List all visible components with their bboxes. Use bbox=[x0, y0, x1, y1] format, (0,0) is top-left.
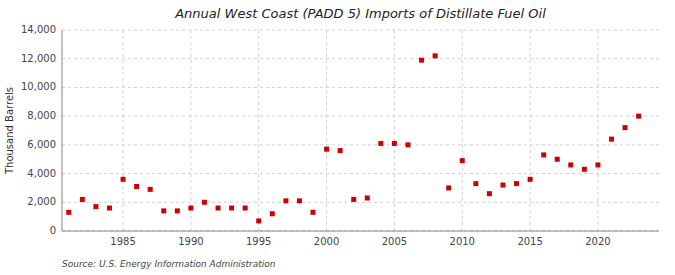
chart: 0 2,000 4,000 6,000 8,000 10,000 12,000 14,000 1… bbox=[0, 0, 675, 275]
point bbox=[419, 58, 424, 63]
point bbox=[595, 162, 600, 167]
point bbox=[270, 211, 275, 216]
point bbox=[93, 204, 98, 209]
x-tick-label: 2015 bbox=[517, 236, 542, 247]
point bbox=[107, 206, 112, 211]
point bbox=[283, 198, 288, 203]
y-grid-line bbox=[62, 144, 659, 145]
point bbox=[256, 218, 261, 223]
point bbox=[161, 208, 166, 213]
x-tick-label: 2020 bbox=[585, 236, 610, 247]
point bbox=[324, 147, 329, 152]
point bbox=[636, 114, 641, 119]
x-tick-label: 1990 bbox=[178, 236, 203, 247]
y-grid-line bbox=[62, 173, 659, 174]
point bbox=[609, 137, 614, 142]
point bbox=[351, 197, 356, 202]
point bbox=[175, 208, 180, 213]
point bbox=[555, 157, 560, 162]
y-grid-line bbox=[62, 116, 659, 117]
grid bbox=[62, 30, 659, 231]
point bbox=[541, 152, 546, 157]
point bbox=[528, 177, 533, 182]
y-grid-line bbox=[62, 58, 659, 59]
point bbox=[568, 162, 573, 167]
y-tick-label: 0 bbox=[50, 225, 56, 236]
x-axis-line bbox=[62, 231, 659, 232]
point bbox=[473, 181, 478, 186]
points bbox=[66, 53, 641, 223]
point bbox=[121, 177, 126, 182]
y-tick-label: 2,000 bbox=[27, 196, 56, 207]
point bbox=[365, 195, 370, 200]
y-grid-line bbox=[62, 202, 659, 203]
x-grid-line bbox=[462, 30, 463, 231]
axes: 0 2,000 4,000 6,000 8,000 10,000 12,000 14,000 1… bbox=[21, 24, 659, 247]
y-axis-label: Thousand Barrels bbox=[4, 87, 15, 175]
point bbox=[500, 183, 505, 188]
y-tick-label: 10,000 bbox=[21, 81, 56, 92]
point bbox=[229, 206, 234, 211]
point bbox=[311, 210, 316, 215]
x-tick-label: 2000 bbox=[314, 236, 339, 247]
point bbox=[80, 197, 85, 202]
point bbox=[514, 181, 519, 186]
point bbox=[433, 53, 438, 58]
point bbox=[216, 206, 221, 211]
point bbox=[460, 158, 465, 163]
point bbox=[202, 200, 207, 205]
x-tick-label: 2005 bbox=[382, 236, 407, 247]
x-grid-line bbox=[394, 30, 395, 231]
y-tick-label: 8,000 bbox=[27, 110, 56, 121]
point bbox=[297, 198, 302, 203]
point bbox=[582, 167, 587, 172]
x-tick-label: 1995 bbox=[246, 236, 271, 247]
x-tick-label: 1985 bbox=[110, 236, 135, 247]
point bbox=[338, 148, 343, 153]
point bbox=[623, 125, 628, 130]
point bbox=[487, 191, 492, 196]
x-grid-line bbox=[530, 30, 531, 231]
x-grid-line bbox=[190, 30, 191, 231]
title: Annual West Coast (PADD 5) Imports of Di… bbox=[174, 6, 546, 21]
y-tick-label: 4,000 bbox=[27, 168, 56, 179]
source: Source: U.S. Energy Information Administ… bbox=[62, 259, 276, 269]
point bbox=[405, 142, 410, 147]
x-grid-line bbox=[326, 30, 327, 231]
point bbox=[392, 141, 397, 146]
y-axis-line bbox=[62, 30, 63, 231]
point bbox=[378, 141, 383, 146]
point bbox=[446, 185, 451, 190]
x-grid-line bbox=[123, 30, 124, 231]
y-grid-line bbox=[62, 231, 659, 232]
page: {"chart_data": {"type": "scatter", "titl… bbox=[0, 0, 675, 275]
y-tick-label: 12,000 bbox=[21, 53, 56, 64]
y-tick-label: 14,000 bbox=[21, 24, 56, 35]
x-tick-label: 2010 bbox=[450, 236, 475, 247]
y-grid-line bbox=[62, 87, 659, 88]
point bbox=[66, 210, 71, 215]
x-grid-line bbox=[258, 30, 259, 231]
point bbox=[148, 187, 153, 192]
point bbox=[188, 206, 193, 211]
y-grid-line bbox=[62, 30, 659, 31]
y-tick-label: 6,000 bbox=[27, 139, 56, 150]
point bbox=[134, 184, 139, 189]
point bbox=[243, 206, 248, 211]
x-grid-line bbox=[597, 30, 598, 231]
